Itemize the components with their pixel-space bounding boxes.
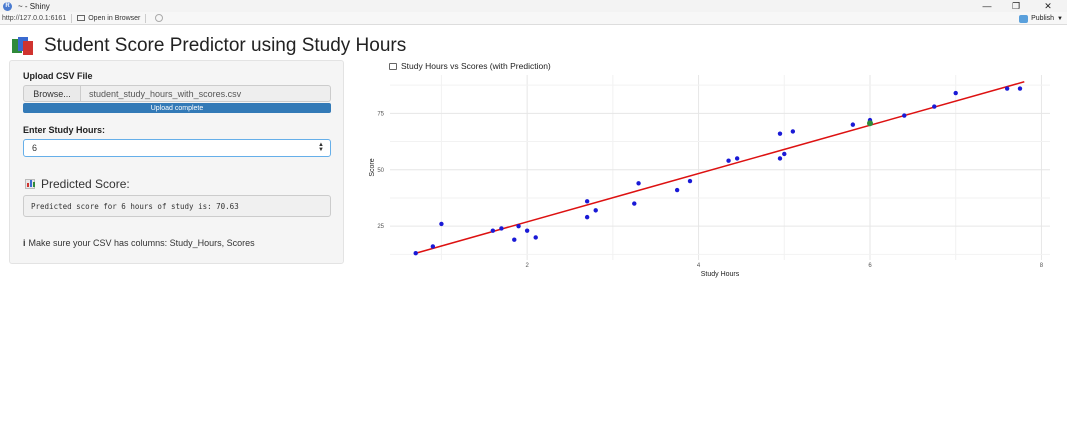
divider xyxy=(71,13,73,23)
data-point xyxy=(584,214,590,220)
data-point xyxy=(674,187,680,193)
study-hours-input[interactable]: 6 ▲ ▼ xyxy=(23,139,331,157)
data-point xyxy=(516,223,521,229)
data-point xyxy=(932,104,937,109)
predicted-score-heading: Predicted Score: xyxy=(25,177,130,191)
open-in-browser-button[interactable]: Open in Browser xyxy=(77,15,140,22)
data-point xyxy=(413,251,418,256)
data-point xyxy=(726,158,731,163)
data-point xyxy=(512,237,517,242)
data-point xyxy=(636,181,641,186)
data-point xyxy=(632,201,637,206)
data-point xyxy=(439,221,444,227)
data-point xyxy=(790,129,796,134)
plot-title-text: Study Hours vs Scores (with Prediction) xyxy=(401,61,551,71)
axis-ticks: 2 4 6 8 25 50 75 xyxy=(377,111,1043,269)
url-text[interactable]: http://127.0.0.1:6161 xyxy=(2,14,67,22)
page-title: Student Score Predictor using Study Hour… xyxy=(44,35,407,56)
data-point xyxy=(524,228,530,233)
number-spinner-icon[interactable]: ▲ ▼ xyxy=(318,142,324,153)
data-point xyxy=(593,208,598,213)
refresh-icon[interactable] xyxy=(155,14,164,22)
sidebar-panel: Upload CSV File Browse... student_study_… xyxy=(9,60,344,264)
rstudio-icon: R xyxy=(3,1,12,11)
hours-label: Enter Study Hours: xyxy=(23,125,106,135)
publish-icon xyxy=(1019,14,1029,23)
minimize-icon[interactable]: — xyxy=(982,1,992,11)
data-point xyxy=(490,228,496,233)
upload-label: Upload CSV File xyxy=(23,71,93,81)
data-point xyxy=(734,156,740,161)
data-point xyxy=(533,235,538,240)
bar-chart-icon xyxy=(25,179,35,189)
open-in-browser-label: Open in Browser xyxy=(88,14,141,22)
y-tick-label: 25 xyxy=(377,224,384,230)
image-icon xyxy=(389,62,397,70)
chevron-down-icon: ▼ xyxy=(1057,15,1063,22)
publish-label: Publish xyxy=(1031,15,1055,22)
x-tick-label: 8 xyxy=(1040,263,1044,269)
y-axis-label: Score xyxy=(369,158,376,176)
data-points xyxy=(413,86,1023,256)
books-icon xyxy=(12,37,34,55)
prediction-point xyxy=(867,120,873,127)
maximize-icon[interactable]: ❐ xyxy=(1011,0,1021,11)
study-hours-value: 6 xyxy=(32,143,38,153)
close-icon[interactable]: ✕ xyxy=(1044,0,1052,11)
data-point xyxy=(430,244,436,249)
window-title: ~ - Shiny xyxy=(18,1,50,11)
data-point xyxy=(782,151,787,157)
browser-window-icon xyxy=(77,15,86,21)
data-point xyxy=(1004,86,1010,91)
plot-grid xyxy=(390,75,1050,260)
data-point xyxy=(584,199,590,204)
prediction-output: Predicted score for 6 hours of study is:… xyxy=(23,195,331,217)
x-axis-label: Study Hours xyxy=(701,271,740,278)
file-name-field[interactable]: student_study_hours_with_scores.csv xyxy=(81,85,331,102)
data-point xyxy=(850,122,856,127)
scatter-plot: 2 4 6 8 25 50 75 Study Hours Score xyxy=(369,75,1050,278)
x-tick-label: 4 xyxy=(697,263,701,269)
data-point xyxy=(1017,86,1023,91)
csv-note-text: Make sure your CSV has columns: Study_Ho… xyxy=(28,238,255,248)
app-header: Student Score Predictor using Study Hour… xyxy=(12,35,406,57)
csv-note: i Make sure your CSV has columns: Study_… xyxy=(23,238,255,248)
y-tick-label: 75 xyxy=(377,111,384,117)
data-point xyxy=(687,178,693,184)
data-point xyxy=(902,113,907,118)
address-bar: http://127.0.0.1:6161 Open in Browser xyxy=(0,12,1067,25)
browse-button[interactable]: Browse... xyxy=(23,85,81,102)
x-tick-label: 2 xyxy=(525,263,529,269)
info-icon: i xyxy=(23,238,26,248)
plot-title: Study Hours vs Scores (with Prediction) xyxy=(389,61,551,71)
file-input[interactable]: Browse... student_study_hours_with_score… xyxy=(23,85,331,102)
upload-progress-bar: Upload complete xyxy=(23,103,331,113)
divider xyxy=(145,13,147,23)
x-tick-label: 6 xyxy=(868,263,872,269)
publish-button[interactable]: Publish ▼ xyxy=(1019,13,1063,24)
data-point xyxy=(777,156,783,161)
window-titlebar: R ~ - Shiny xyxy=(0,0,1067,12)
y-tick-label: 50 xyxy=(377,168,384,174)
predicted-score-label: Predicted Score: xyxy=(41,177,130,191)
data-point xyxy=(499,226,504,231)
data-point xyxy=(777,131,783,136)
data-point xyxy=(953,90,958,96)
